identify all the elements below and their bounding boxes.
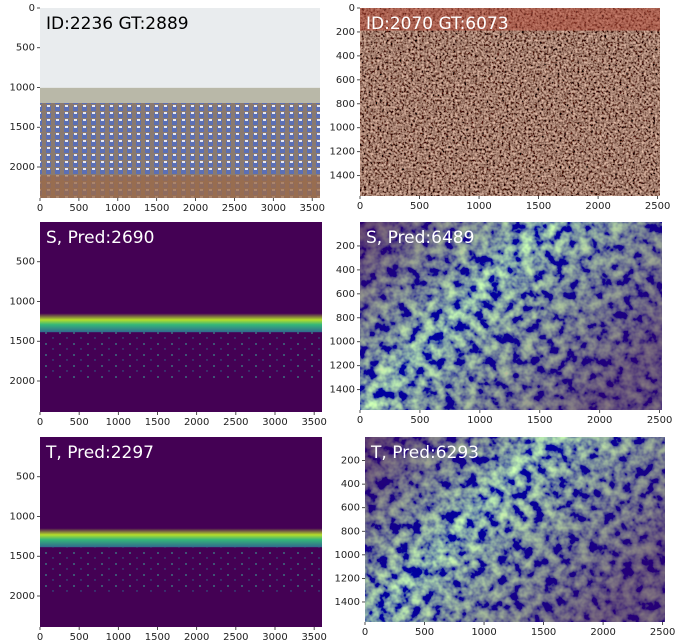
x-tick-label: 1000 [467,415,492,426]
x-tick-label: 3000 [262,417,287,428]
y-tick-label: 1200 [330,147,355,158]
y-tick-label: 200 [336,241,355,252]
y-tick-label: 0 [29,3,35,14]
panel-label: S, Pred:2690 [46,228,154,248]
y-tick-label: 200 [336,27,355,38]
y-tick-label: 1000 [10,296,35,307]
y-tick-label: 2000 [10,591,35,602]
y-tick-label: 500 [16,257,35,268]
x-tick-label: 500 [70,417,89,428]
panel-label: ID:2070 GT:6073 [366,14,509,34]
y-tick-label: 600 [336,289,355,300]
x-tick-label: 0 [37,417,43,428]
y-tick-label: 1000 [330,123,355,134]
y-tick-label: 500 [16,472,35,483]
x-tick-label: 0 [362,627,368,638]
panel-label: T, Pred:2297 [45,443,154,463]
y-tick-label: 1400 [330,385,355,396]
panel-label: S, Pred:6489 [366,228,474,248]
y-tick-label: 1000 [335,550,360,561]
crowd-texture [360,8,660,196]
y-tick-label: 1400 [335,597,360,608]
x-tick-label: 1500 [145,417,170,428]
x-tick-label: 2000 [587,415,612,426]
x-tick-label: 2500 [223,632,248,643]
x-tick-label: 2000 [183,203,208,214]
x-tick-label: 500 [410,201,429,212]
y-tick-label: 1500 [10,122,35,133]
y-tick-label: 600 [341,503,360,514]
x-tick-label: 2000 [590,627,615,638]
x-tick-label: 500 [410,415,429,426]
density-band [40,313,322,332]
x-tick-label: 1500 [145,632,170,643]
x-tick-label: 0 [37,203,43,214]
image-panel [40,8,320,198]
y-tick-label: 800 [341,526,360,537]
image-panel [360,222,662,410]
y-tick-label: 2000 [10,162,35,173]
y-tick-label: 400 [336,265,355,276]
image-panel [40,222,322,412]
y-tick-label: 400 [341,479,360,490]
x-tick-label: 2000 [184,417,209,428]
x-tick-label: 2500 [645,201,670,212]
image-panel [360,8,660,196]
density-dots [40,332,322,380]
x-tick-label: 500 [415,627,434,638]
density-fade [360,222,662,410]
x-tick-label: 2500 [647,415,672,426]
x-tick-label: 3000 [262,632,287,643]
x-tick-label: 2500 [223,417,248,428]
density-band [40,528,322,547]
density-dots [40,547,322,595]
y-tick-label: 800 [336,99,355,110]
x-tick-label: 1500 [531,627,556,638]
x-tick-label: 1500 [526,201,551,212]
x-tick-label: 2500 [650,627,675,638]
density-fade [365,437,665,622]
y-tick-label: 1000 [10,82,35,93]
y-tick-label: 0 [349,3,355,14]
y-tick-label: 200 [341,456,360,467]
y-tick-label: 600 [336,75,355,86]
y-tick-label: 1000 [10,511,35,522]
y-tick-label: 1200 [330,361,355,372]
x-tick-label: 3500 [301,417,326,428]
x-tick-label: 0 [357,201,363,212]
x-tick-label: 1000 [106,632,131,643]
x-tick-label: 1000 [471,627,496,638]
x-tick-label: 1000 [105,203,130,214]
x-tick-label: 2000 [184,632,209,643]
x-tick-label: 1500 [144,203,169,214]
y-tick-label: 800 [336,313,355,324]
x-tick-label: 3000 [261,203,286,214]
x-tick-label: 1000 [466,201,491,212]
x-tick-label: 500 [70,632,89,643]
ground [40,175,320,198]
x-tick-label: 2500 [222,203,247,214]
y-tick-label: 1500 [10,336,35,347]
x-tick-label: 3500 [299,203,324,214]
x-tick-label: 0 [357,415,363,426]
y-tick-label: 500 [16,43,35,54]
panel-label: T, Pred:6293 [370,443,479,463]
x-tick-label: 1500 [527,415,552,426]
panel-label: ID:2236 GT:2889 [46,14,189,34]
y-tick-label: 1000 [330,337,355,348]
x-tick-label: 0 [37,632,43,643]
x-tick-label: 2000 [585,201,610,212]
y-tick-label: 400 [336,51,355,62]
image-panel [365,437,665,622]
image-panel [40,437,322,627]
x-tick-label: 500 [69,203,88,214]
y-tick-label: 2000 [10,376,35,387]
x-tick-label: 3500 [301,632,326,643]
y-tick-label: 1200 [335,573,360,584]
figure: 0500100015002000250030003500050010001500… [0,0,678,643]
y-tick-label: 1500 [10,551,35,562]
y-tick-label: 1400 [330,171,355,182]
x-tick-label: 1000 [106,417,131,428]
